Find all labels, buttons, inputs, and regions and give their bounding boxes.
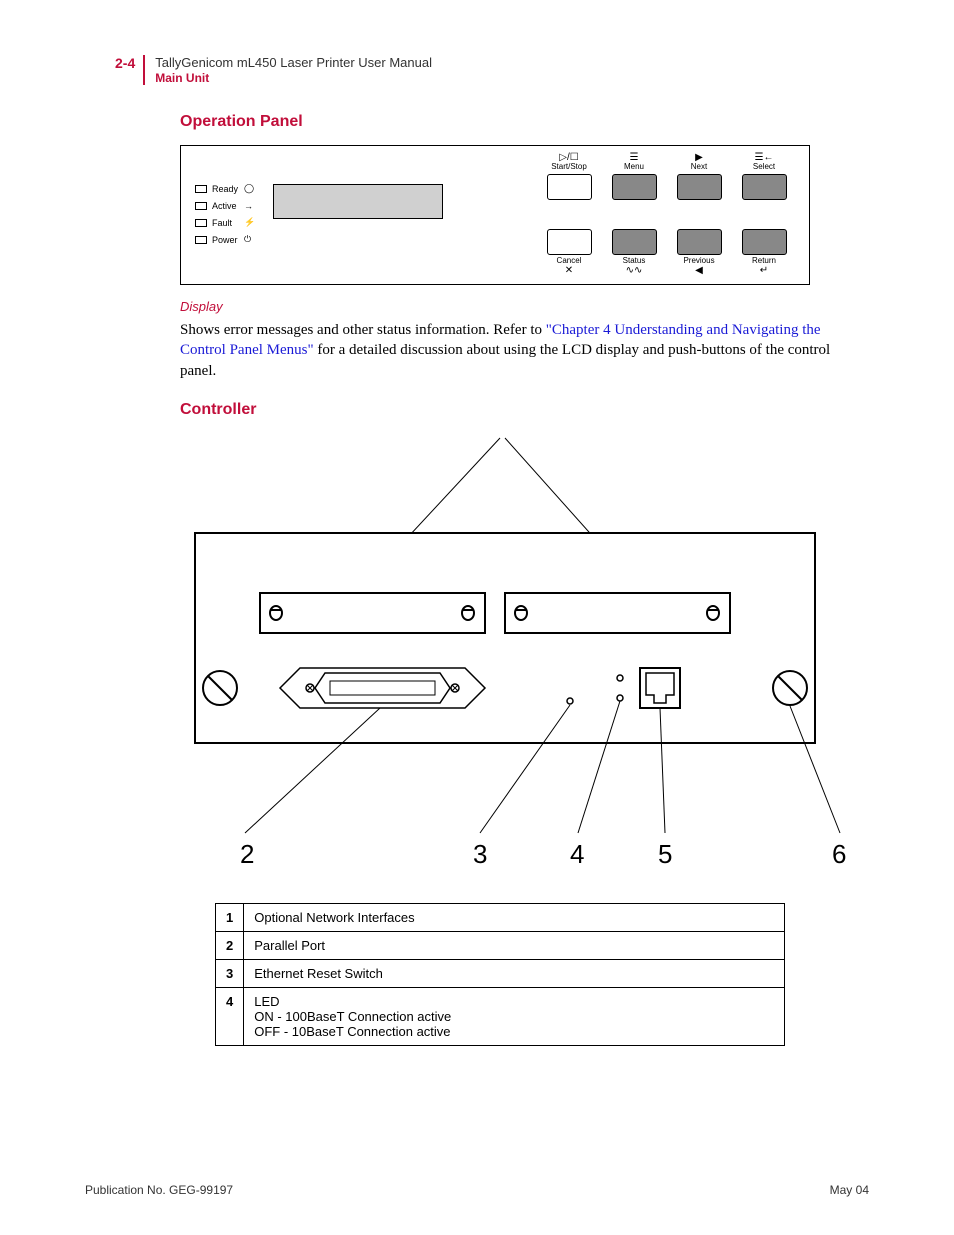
fault-icon: ⚡ <box>244 217 255 228</box>
table-row: 2Parallel Port <box>216 931 785 959</box>
callout-5: 5 <box>658 839 672 869</box>
section-name: Main Unit <box>155 71 432 85</box>
controller-heading: Controller <box>180 401 869 419</box>
display-subheading: Display <box>180 299 869 314</box>
top-button-row: ▷/☐Start/Stop ☰Menu ▶Next ☰←Select <box>544 153 789 200</box>
return-icon: ↵ <box>760 266 768 276</box>
start-stop-button: ▷/☐Start/Stop <box>544 153 594 200</box>
led-ready: Ready◯ <box>195 180 255 197</box>
manual-title: TallyGenicom mL450 Laser Printer User Ma… <box>155 55 432 70</box>
active-icon: → <box>244 201 253 211</box>
operation-panel-diagram: Ready◯ Active→ Fault⚡ Power⏻ ▷/☐Start/St… <box>180 145 810 285</box>
table-row: 1Optional Network Interfaces <box>216 903 785 931</box>
status-icon: ∿∿ <box>626 266 643 276</box>
next-button: ▶Next <box>674 153 724 200</box>
led-fault: Fault⚡ <box>195 214 255 231</box>
page-header: 2-4 TallyGenicom mL450 Laser Printer Use… <box>115 55 869 85</box>
previous-icon: ◀ <box>695 266 703 276</box>
controller-diagram: 2 3 4 5 6 <box>180 433 860 873</box>
table-row: 4LED ON - 100BaseT Connection active OFF… <box>216 987 785 1045</box>
menu-button: ☰Menu <box>609 153 659 200</box>
previous-button: Previous◀ <box>674 229 724 276</box>
callout-4: 4 <box>570 839 584 869</box>
led-indicators: Ready◯ Active→ Fault⚡ Power⏻ <box>195 180 255 248</box>
publication-number: Publication No. GEG-99197 <box>85 1183 233 1197</box>
power-icon: ⏻ <box>244 234 251 245</box>
controller-table: 1Optional Network Interfaces 2Parallel P… <box>215 903 785 1046</box>
page-footer: Publication No. GEG-99197 May 04 <box>85 1183 869 1197</box>
callout-6: 6 <box>832 839 846 869</box>
status-button: Status∿∿ <box>609 229 659 276</box>
ready-icon: ◯ <box>244 183 254 194</box>
lcd-display <box>273 184 443 219</box>
led-power: Power⏻ <box>195 231 255 248</box>
header-text-block: TallyGenicom mL450 Laser Printer User Ma… <box>155 55 432 85</box>
cancel-icon: ✕ <box>565 266 573 276</box>
cancel-button: Cancel✕ <box>544 229 594 276</box>
led-active: Active→ <box>195 197 255 214</box>
display-description: Shows error messages and other status in… <box>180 320 860 381</box>
callout-2: 2 <box>240 839 254 869</box>
return-button: Return↵ <box>739 229 789 276</box>
bottom-button-row: Cancel✕ Status∿∿ Previous◀ Return↵ <box>544 229 789 276</box>
callout-3: 3 <box>473 839 487 869</box>
page-number: 2-4 <box>115 55 145 85</box>
select-button: ☰←Select <box>739 153 789 200</box>
operation-panel-heading: Operation Panel <box>180 113 869 131</box>
publication-date: May 04 <box>830 1183 869 1197</box>
table-row: 3Ethernet Reset Switch <box>216 959 785 987</box>
